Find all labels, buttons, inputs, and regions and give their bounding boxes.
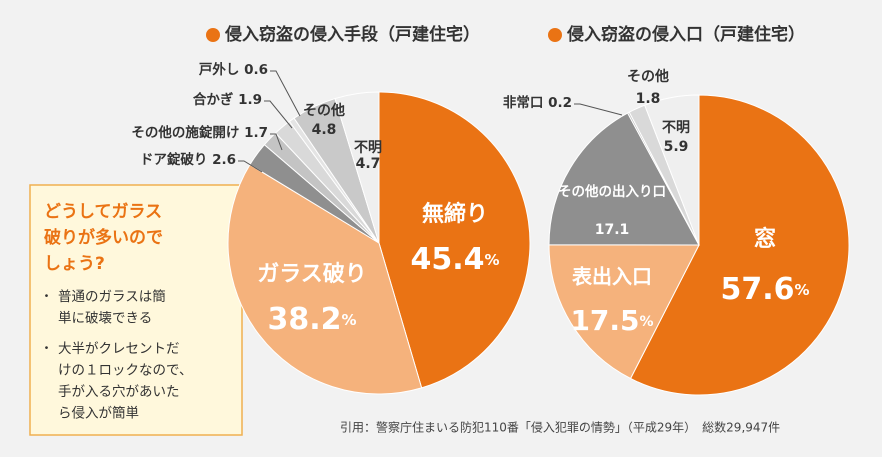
slice-label: 合かぎ 1.9: [193, 91, 262, 108]
value: 1.8: [636, 91, 661, 107]
slice: [629, 94, 850, 396]
source: 引用：警察庁住まいる防犯110番「侵入犯罪の情勢」（平成29年） 総数29,94…: [340, 420, 780, 435]
category: ドア錠破り: [140, 151, 208, 168]
callout-item: 手が入る穴があいた: [58, 384, 180, 400]
value: 38.2: [267, 302, 341, 337]
unit: %: [640, 314, 654, 330]
slice-value: 4.7: [356, 156, 381, 172]
value: 0.6: [244, 62, 268, 78]
slice-value: 17.5%: [570, 304, 653, 337]
value: 5.9: [664, 139, 689, 155]
callout-title: どうしてガラス: [44, 202, 162, 222]
callout-title: 破りが多いので: [44, 227, 163, 248]
category: 合かぎ: [193, 91, 234, 108]
unit: %: [485, 251, 500, 269]
value: 17.5: [570, 304, 639, 337]
unit: %: [342, 311, 357, 329]
value: 0.2: [548, 95, 572, 111]
value: 45.4: [410, 242, 484, 277]
bullet: ・: [40, 290, 53, 305]
leader-line: [270, 133, 283, 151]
slice-label: 不明: [354, 140, 382, 156]
slice-label: ガラス破り: [257, 261, 367, 287]
leader-line: [574, 103, 623, 116]
leader-line: [264, 100, 293, 129]
slice: [227, 163, 423, 395]
value: 57.6: [720, 272, 794, 307]
callout-item: 単に破壊できる: [58, 311, 152, 327]
slice-value: 5.9: [664, 139, 689, 155]
chart-title: 侵入窃盗の侵入口（戸建住宅）: [566, 24, 805, 45]
callout-item: 大半がクレセントだ: [58, 341, 180, 357]
value: 17.1: [595, 222, 630, 238]
slice-label: 表出入口: [572, 265, 652, 289]
slice-value: 57.6%: [720, 272, 809, 307]
slice-label: 戸外し 0.6: [199, 61, 268, 78]
slice-label: その他: [303, 102, 345, 119]
slice: [378, 91, 531, 389]
callout-item: 普通のガラスは簡: [58, 289, 166, 305]
slice: [548, 112, 700, 246]
slice-label: その他の出入り口: [558, 183, 666, 200]
category: 非常口: [503, 94, 544, 111]
slice-value: 17.1: [595, 222, 630, 238]
title-marker: [548, 28, 562, 42]
slice-value: 38.2%: [267, 302, 356, 337]
slice: [644, 94, 700, 246]
value: 1.9: [238, 92, 262, 108]
chart-title: 侵入窃盗の侵入手段（戸建住宅）: [224, 24, 480, 45]
slice-value: 1.8: [636, 91, 661, 107]
slice-label: 無締り: [422, 201, 488, 227]
leader-line: [238, 160, 263, 173]
unit: %: [795, 281, 810, 299]
callout-item: ら侵入が簡単: [58, 405, 139, 422]
slice-label: その他の施錠開け 1.7: [131, 124, 268, 141]
slice-label: その他: [627, 68, 669, 85]
callout-box: [29, 184, 243, 436]
title-marker: [206, 28, 220, 42]
slice: [548, 244, 700, 380]
value: 4.8: [312, 122, 337, 138]
slice: [334, 91, 380, 244]
leader-line: [270, 70, 301, 117]
slice-value: 4.8: [312, 122, 337, 138]
category: 戸外し: [199, 61, 240, 78]
value: 2.6: [212, 152, 236, 168]
value: 1.7: [244, 125, 268, 141]
slice-label: ドア錠破り 2.6: [140, 151, 236, 168]
callout-item: けの１ロックなので、: [58, 363, 192, 379]
callout-title: しょう?: [44, 254, 105, 274]
value: 4.7: [356, 156, 381, 172]
slice-value: 45.4%: [410, 242, 499, 277]
slice-label: 不明: [662, 120, 690, 136]
bullet: ・: [40, 342, 53, 357]
slice-label: 窓: [754, 226, 776, 252]
slice-label: 非常口 0.2: [503, 94, 572, 111]
category: その他の施錠開け: [131, 124, 239, 141]
